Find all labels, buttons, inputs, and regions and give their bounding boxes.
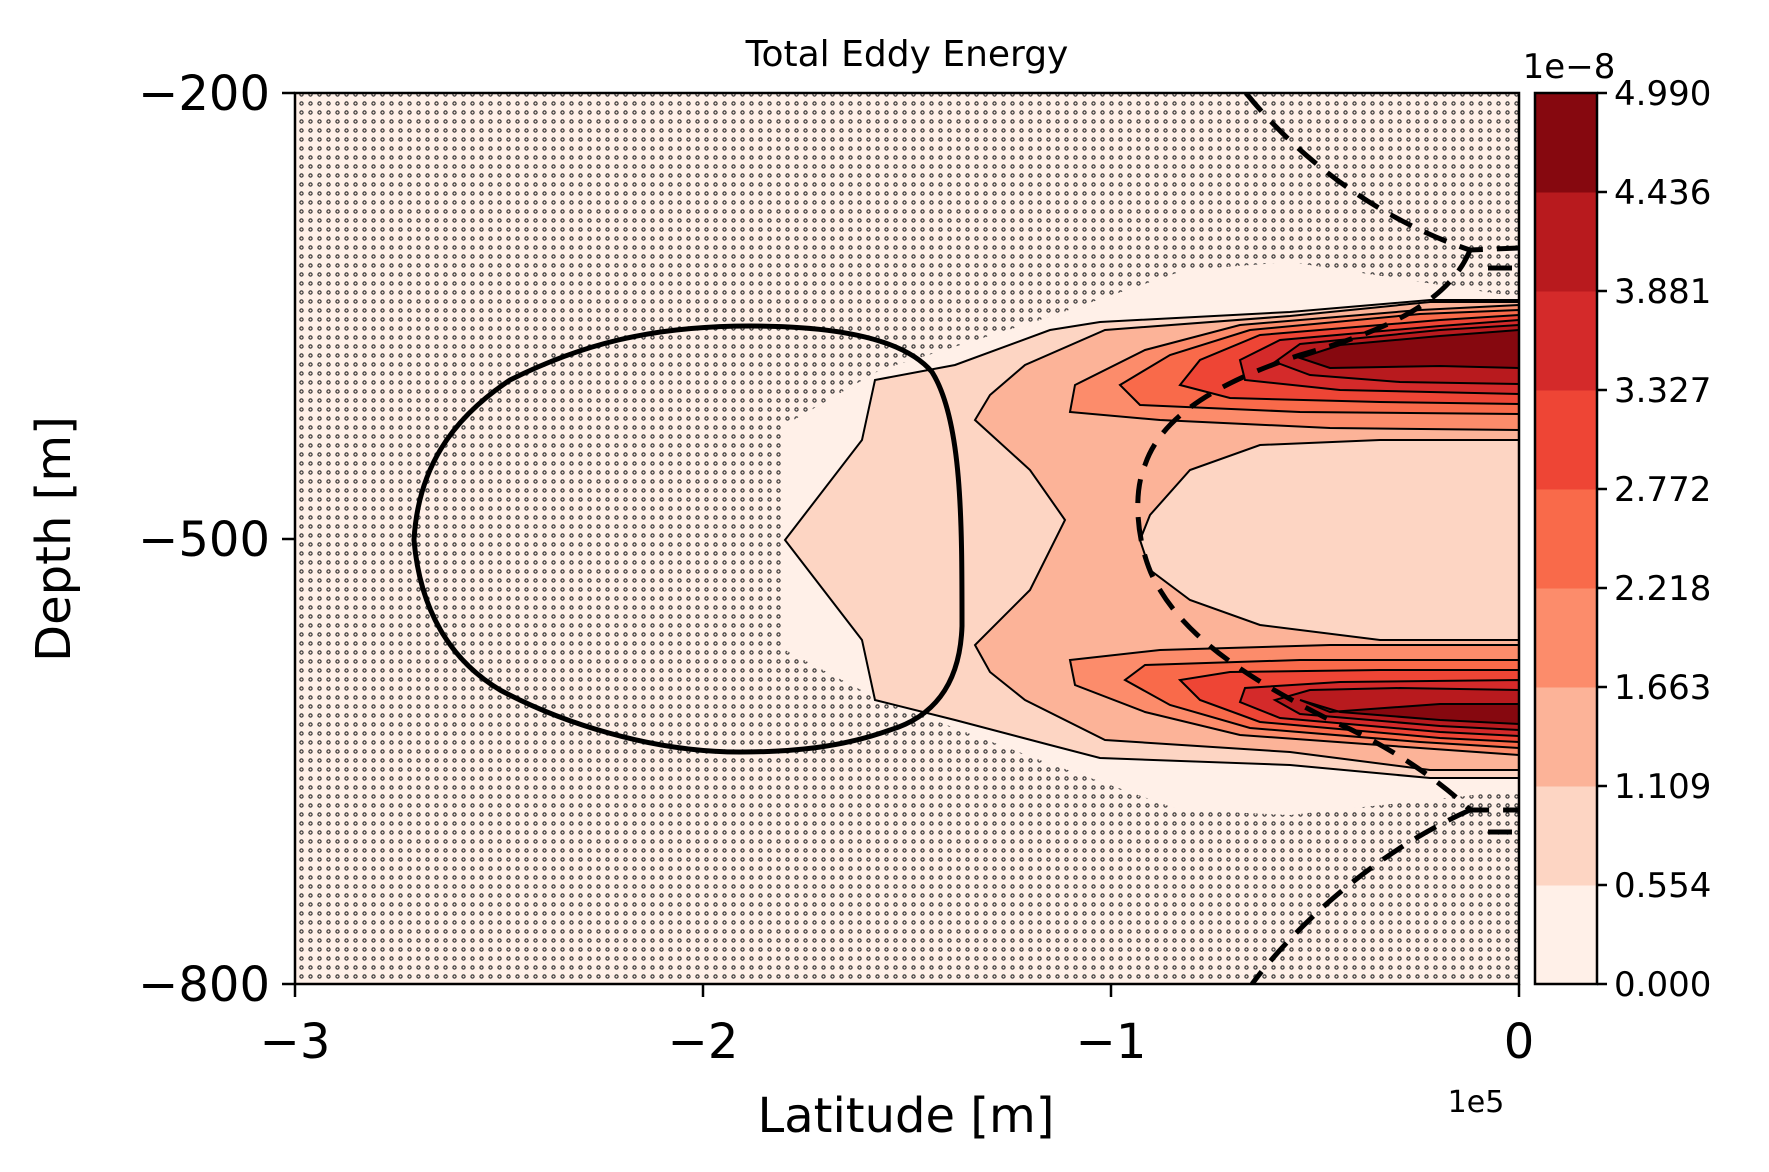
- colorbar-tick-label: 2.772: [1614, 470, 1711, 510]
- colorbar-tick-label: 4.990: [1614, 74, 1711, 114]
- colorbar-swatch: [1535, 93, 1597, 193]
- x-tick-label: 0: [1504, 1014, 1535, 1070]
- colorbar-tick-label: 3.881: [1614, 272, 1711, 312]
- lower-jet: [1068, 644, 1519, 757]
- x-tick-label: −3: [260, 1014, 331, 1070]
- x-offset-text: 1e5: [1448, 1085, 1505, 1120]
- colorbar-swatch: [1535, 390, 1597, 490]
- plot-area: [295, 93, 1519, 984]
- dashed-contour: [1135, 93, 1519, 984]
- y-tick-label: −200: [138, 66, 270, 122]
- colorbar-swatch: [1535, 588, 1597, 688]
- y-axis: −200 −500 −800 Depth [m]: [26, 66, 295, 1013]
- colorbar-swatch: [1535, 489, 1597, 589]
- colorbar-swatch: [1535, 291, 1597, 391]
- colorbar-tick-label: 0.554: [1614, 866, 1711, 906]
- colorbar-offset-text: 1e−8: [1523, 47, 1616, 87]
- colorbar-tick-label: 1.663: [1614, 668, 1711, 708]
- colorbar-frame: [1533, 91, 1599, 986]
- colorbar-swatch: [1535, 687, 1597, 787]
- colorbar-swatch: [1535, 192, 1597, 292]
- x-axis-label: Latitude [m]: [757, 1088, 1054, 1144]
- y-tick-label: −800: [138, 957, 270, 1013]
- chart-title: Total Eddy Energy: [745, 34, 1069, 75]
- colorbar-tick-label: 4.436: [1614, 173, 1711, 213]
- colorbar-swatch: [1535, 786, 1597, 886]
- x-tick-label: −1: [1076, 1014, 1147, 1070]
- colorbar-tick-label: 3.327: [1614, 371, 1711, 411]
- colorbar-swatch: [1535, 885, 1597, 985]
- colorbar: 0.000 0.554 1.109 1.663 2.218 2.772 3.327 3.881…: [1523, 47, 1712, 1005]
- colorbar-tick-label: 0.000: [1614, 965, 1711, 1005]
- x-tick-label: −2: [668, 1014, 739, 1070]
- y-tick-label: −500: [138, 512, 270, 568]
- colorbar-tick-label: 1.109: [1614, 767, 1711, 807]
- colorbar-tick-label: 2.218: [1614, 569, 1711, 609]
- solid-contour: [411, 323, 965, 755]
- upper-jet: [1068, 303, 1519, 432]
- x-axis: −3 −2 −1 0 1e5 Latitude [m]: [260, 984, 1535, 1144]
- y-axis-label: Depth [m]: [26, 416, 82, 662]
